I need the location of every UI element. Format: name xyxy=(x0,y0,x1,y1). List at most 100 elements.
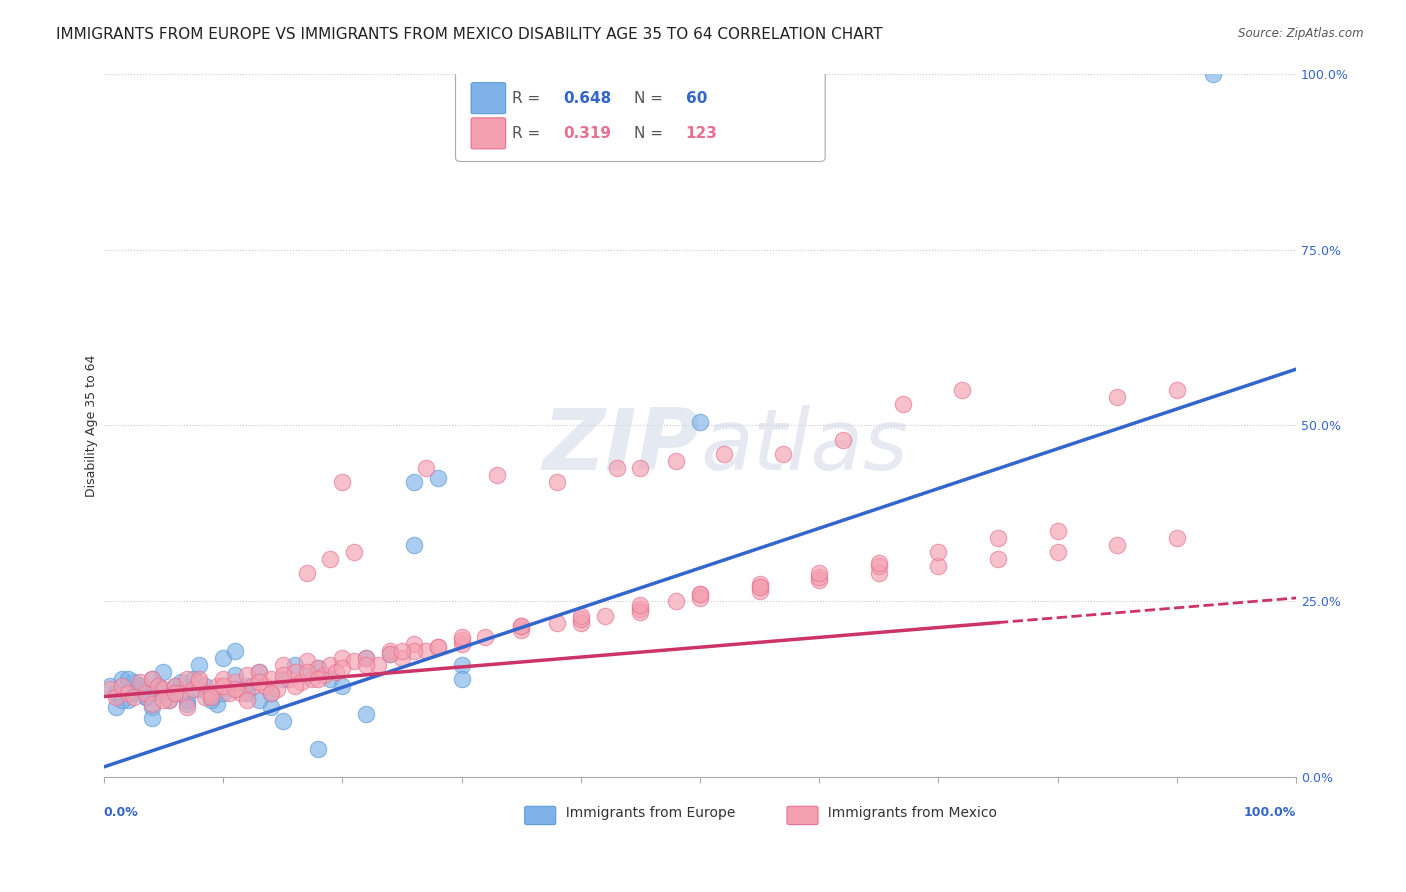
Point xyxy=(165,679,187,693)
Point xyxy=(236,686,259,700)
Point xyxy=(176,697,198,711)
Point xyxy=(378,647,401,661)
Point xyxy=(111,672,134,686)
Point xyxy=(319,657,342,672)
Text: 100.0%: 100.0% xyxy=(1244,805,1296,819)
Point xyxy=(510,619,533,633)
Point xyxy=(188,672,211,686)
Point xyxy=(247,675,270,690)
Point xyxy=(415,644,437,658)
Point xyxy=(832,433,855,447)
Point xyxy=(628,460,651,475)
Point xyxy=(117,672,139,686)
Point xyxy=(354,657,377,672)
Point xyxy=(301,672,323,686)
Point xyxy=(950,384,973,398)
Point xyxy=(236,668,259,682)
Point xyxy=(284,665,307,679)
Point xyxy=(111,693,134,707)
Point xyxy=(104,690,127,704)
Point xyxy=(159,693,181,707)
Point xyxy=(628,598,651,612)
Point xyxy=(665,594,688,608)
Point xyxy=(176,672,198,686)
Text: Immigrants from Mexico: Immigrants from Mexico xyxy=(820,805,997,820)
Point xyxy=(314,668,336,682)
Point xyxy=(146,679,169,693)
Point xyxy=(152,665,174,679)
Point xyxy=(665,453,688,467)
Point xyxy=(188,682,211,697)
Point xyxy=(271,657,294,672)
Point xyxy=(128,675,150,690)
Point xyxy=(200,686,222,700)
Point xyxy=(277,672,299,686)
Point xyxy=(343,545,366,559)
FancyBboxPatch shape xyxy=(787,806,818,824)
Text: atlas: atlas xyxy=(700,405,908,488)
Point xyxy=(354,650,377,665)
Point xyxy=(181,682,204,697)
Text: 0.319: 0.319 xyxy=(562,126,610,141)
Point xyxy=(808,570,831,584)
Point xyxy=(229,686,252,700)
Point xyxy=(330,679,353,693)
Point xyxy=(181,672,204,686)
Point xyxy=(194,690,217,704)
Point xyxy=(307,742,329,756)
Point xyxy=(165,686,187,700)
Point xyxy=(122,686,145,700)
Point xyxy=(122,690,145,704)
Point xyxy=(290,675,312,690)
Text: 60: 60 xyxy=(686,91,707,105)
Point xyxy=(165,679,187,693)
Point xyxy=(748,577,770,591)
Point xyxy=(426,471,449,485)
Point xyxy=(260,686,283,700)
Point xyxy=(402,644,425,658)
Point xyxy=(135,686,157,700)
Point xyxy=(713,447,735,461)
Point xyxy=(260,672,283,686)
Point xyxy=(808,566,831,581)
Point xyxy=(354,707,377,722)
Point xyxy=(1046,524,1069,538)
Point xyxy=(212,672,235,686)
Point xyxy=(271,672,294,686)
Point xyxy=(141,697,163,711)
Point xyxy=(546,615,568,630)
Point xyxy=(415,460,437,475)
Point xyxy=(247,693,270,707)
Point xyxy=(307,661,329,675)
Point xyxy=(236,679,259,693)
Point xyxy=(236,693,259,707)
Point xyxy=(1107,390,1129,404)
Point xyxy=(200,690,222,704)
Point xyxy=(450,633,472,648)
Point xyxy=(141,711,163,725)
Point xyxy=(271,714,294,728)
Point xyxy=(104,700,127,714)
Text: N =: N = xyxy=(634,126,668,141)
Point xyxy=(224,668,246,682)
Point xyxy=(325,665,347,679)
Point xyxy=(546,475,568,489)
Text: Source: ZipAtlas.com: Source: ZipAtlas.com xyxy=(1239,27,1364,40)
Point xyxy=(152,682,174,697)
Point xyxy=(486,467,509,482)
Point xyxy=(146,679,169,693)
Point xyxy=(170,675,193,690)
Point xyxy=(987,531,1010,545)
Point xyxy=(224,675,246,690)
Point xyxy=(135,690,157,704)
Point xyxy=(165,686,187,700)
Point xyxy=(426,640,449,655)
Point xyxy=(450,657,472,672)
Point xyxy=(253,679,276,693)
Point xyxy=(224,644,246,658)
Point xyxy=(212,686,235,700)
Point xyxy=(510,623,533,637)
Point xyxy=(1046,545,1069,559)
Point xyxy=(367,657,389,672)
Point xyxy=(1201,66,1223,80)
